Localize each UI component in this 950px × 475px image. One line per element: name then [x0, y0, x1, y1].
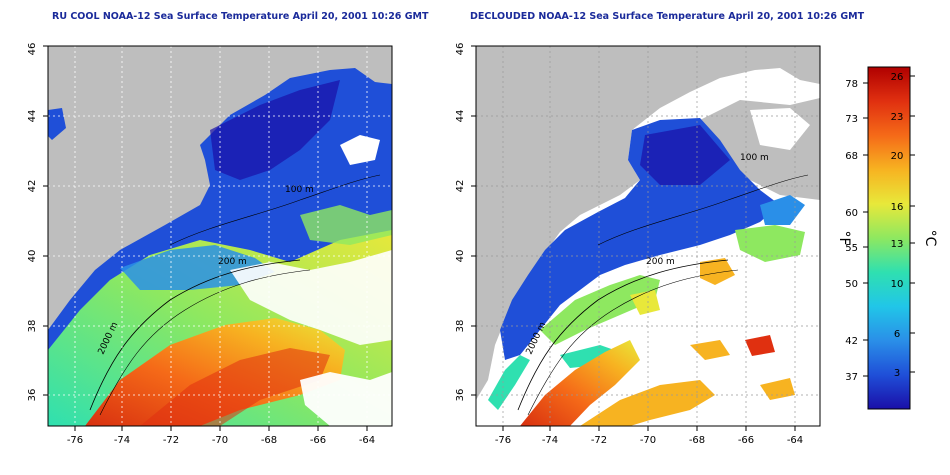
gulf-stream — [520, 340, 640, 426]
lat-tick: 36 — [455, 389, 466, 402]
cloud-cover — [230, 250, 392, 345]
graticule — [476, 46, 820, 426]
gulf-stream — [85, 318, 345, 426]
celsius-tick: 3 — [894, 368, 900, 379]
lat-tick: 40 — [27, 250, 38, 263]
temperature-colorbar: 78 73 68 60 55 50 42 37 26 23 20 16 13 1… — [836, 66, 938, 410]
right-map-title: DECLOUDED NOAA-12 Sea Surface Temperatur… — [470, 11, 865, 22]
lon-tick: -76 — [67, 435, 83, 446]
lon-tick: -66 — [310, 435, 326, 446]
graticule — [48, 46, 392, 426]
lat-tick: 42 — [27, 180, 38, 193]
lon-tick: -70 — [212, 435, 228, 446]
lat-tick: 38 — [455, 320, 466, 333]
lon-tick: -74 — [542, 435, 558, 446]
lon-tick: -72 — [163, 435, 179, 446]
lat-tick: 44 — [455, 110, 466, 123]
shelf-water — [540, 275, 660, 345]
fahrenheit-tick: 73 — [845, 114, 858, 125]
lon-tick: -76 — [495, 435, 511, 446]
lon-tick: -74 — [114, 435, 130, 446]
contour-label-100m: 100 m — [285, 185, 314, 195]
fahrenheit-tick: 55 — [845, 243, 858, 254]
contour-label-200m: 200 m — [218, 257, 247, 267]
isobath-contour — [517, 259, 729, 411]
lon-tick: -64 — [359, 435, 375, 446]
lon-tick: -64 — [787, 435, 803, 446]
colorbar-ramp — [867, 66, 911, 410]
fahrenheit-tick: 50 — [845, 279, 858, 290]
fahrenheit-tick: 60 — [845, 208, 858, 219]
fahrenheit-tick: 78 — [845, 79, 858, 90]
lat-tick: 46 — [455, 43, 466, 56]
celsius-tick: 6 — [894, 329, 900, 340]
fahrenheit-tick: 37 — [845, 372, 858, 383]
right-map-panel: 2000 m 200 m 100 m -76 -74 -72 -70 -68 -… — [455, 43, 821, 446]
lon-tick: -72 — [591, 435, 607, 446]
celsius-label: °C — [922, 230, 938, 247]
celsius-tick: 16 — [891, 202, 904, 213]
lat-tick: 46 — [27, 43, 38, 56]
celsius-tick: 23 — [891, 112, 904, 123]
lat-tick: 40 — [455, 250, 466, 263]
lon-tick: -68 — [261, 435, 277, 446]
fahrenheit-tick: 68 — [845, 151, 858, 162]
contour-label-200m: 200 m — [646, 257, 675, 267]
cold-water — [500, 118, 780, 360]
lon-tick: -68 — [689, 435, 705, 446]
lat-tick: 44 — [27, 110, 38, 123]
lat-tick: 36 — [27, 389, 38, 402]
land-area — [476, 46, 820, 400]
fahrenheit-tick: 42 — [845, 336, 858, 347]
celsius-tick: 10 — [891, 279, 904, 290]
lat-tick: 38 — [27, 320, 38, 333]
fahrenheit-label: °F — [836, 230, 852, 245]
left-map-panel: 2000 m 200 m 100 m -76 -74 -72 -70 -68 -… — [27, 43, 393, 446]
isobath-contour — [89, 259, 301, 411]
lon-tick: -70 — [640, 435, 656, 446]
lat-tick: 42 — [455, 180, 466, 193]
celsius-tick: 26 — [891, 72, 904, 83]
celsius-tick: 13 — [891, 239, 904, 250]
left-map-title: RU COOL NOAA-12 Sea Surface Temperature … — [52, 11, 429, 22]
lon-tick: -66 — [738, 435, 754, 446]
contour-label-100m: 100 m — [740, 153, 769, 163]
celsius-tick: 20 — [891, 151, 904, 162]
